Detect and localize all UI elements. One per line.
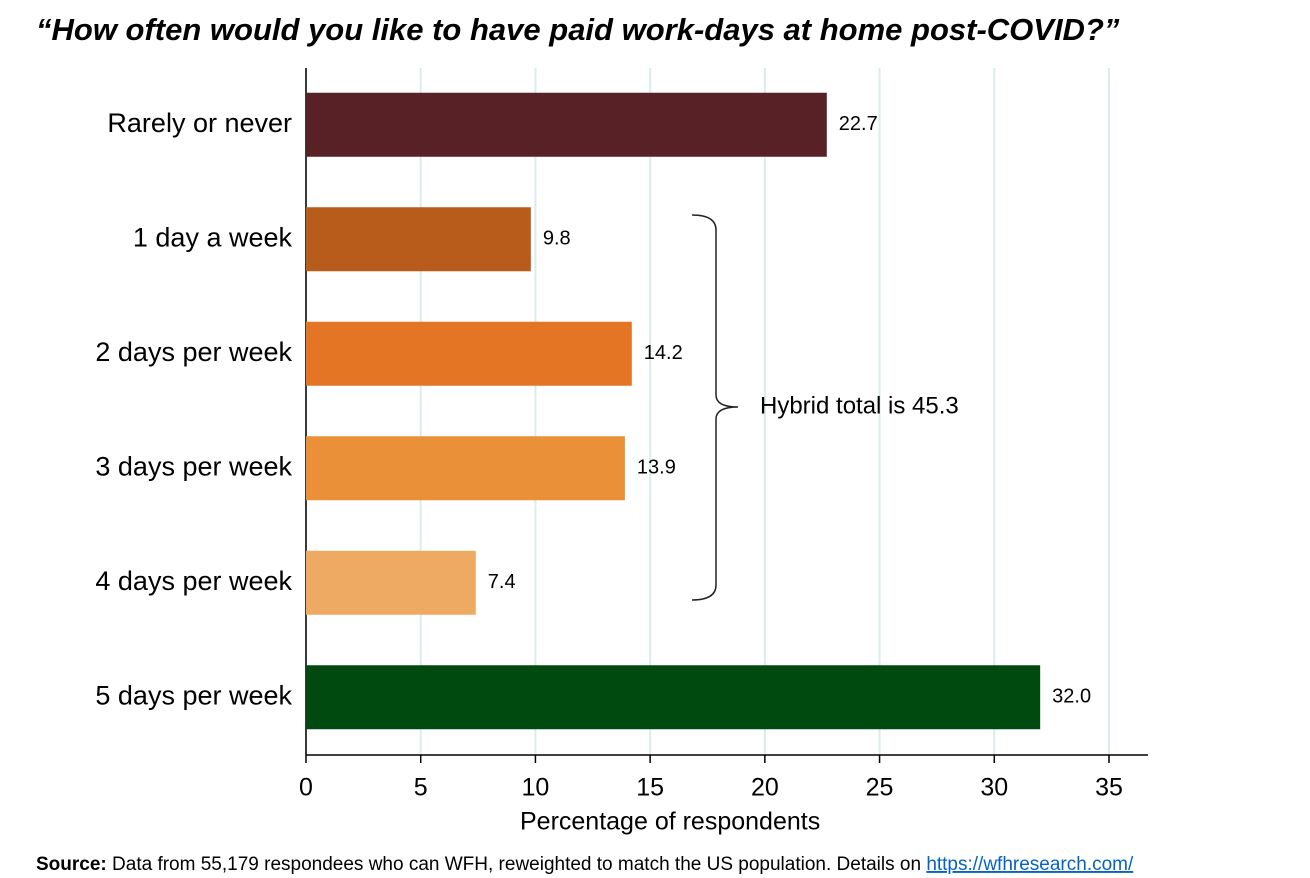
y-tick-label: 5 days per week <box>95 680 292 710</box>
brace <box>691 214 739 601</box>
source-text: Data from 55,179 respondees who can WFH,… <box>112 854 921 875</box>
bar <box>306 92 827 157</box>
value-label: 9.8 <box>543 228 571 250</box>
value-label: 13.9 <box>637 457 676 479</box>
value-label: 14.2 <box>644 342 683 364</box>
source-label: Source: <box>36 854 107 875</box>
x-tick-label: 25 <box>866 774 894 802</box>
plot-area: 0 5 10 15 20 25 30 35 Rarely or never 22.7 1 day a… <box>95 68 1148 802</box>
x-tick-label: 30 <box>980 774 1008 802</box>
value-label: 22.7 <box>839 113 878 135</box>
x-tick-label: 10 <box>522 774 550 802</box>
bar <box>306 321 632 386</box>
source: Source: Data from 55,179 respondees who … <box>36 854 1134 875</box>
y-tick-label: 4 days per week <box>95 566 292 596</box>
x-tick-label: 20 <box>751 774 779 802</box>
annotation: Hybrid total is 45.3 <box>760 392 959 419</box>
chart-title: “How often would you like to have paid w… <box>36 12 1120 47</box>
x-axis-title: Percentage of respondents <box>520 808 820 836</box>
y-tick-label: 3 days per week <box>95 451 292 481</box>
x-tick-label: 15 <box>636 774 664 802</box>
bar <box>306 550 476 615</box>
y-tick-label: 2 days per week <box>95 337 292 367</box>
value-label: 7.4 <box>488 571 516 593</box>
y-tick-label: 1 day a week <box>133 222 293 252</box>
bar <box>306 436 625 501</box>
x-tick-label: 35 <box>1095 774 1123 802</box>
bar <box>306 207 531 272</box>
x-tick-label: 0 <box>299 774 313 802</box>
bar <box>306 665 1041 730</box>
source-link[interactable]: https://wfhresearch.com/ <box>926 854 1134 875</box>
y-tick-label: Rarely or never <box>107 108 292 138</box>
value-label: 32.0 <box>1052 686 1091 708</box>
x-tick-label: 5 <box>414 774 428 802</box>
